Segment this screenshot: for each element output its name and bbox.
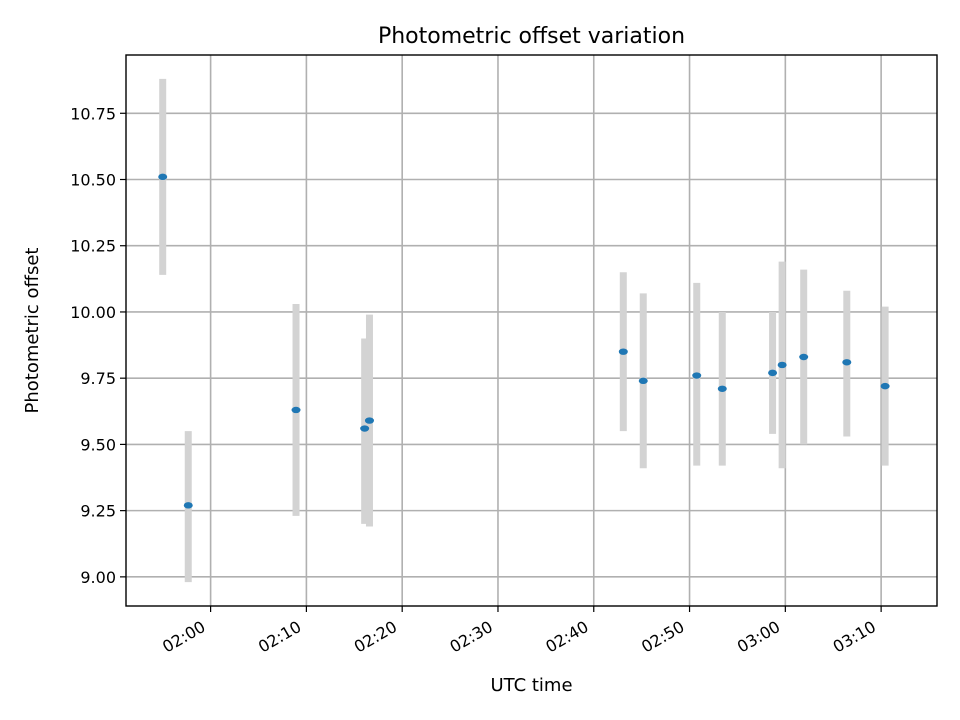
data-point [360,425,370,432]
data-point [183,502,193,509]
data-point [768,369,778,377]
data-point [777,361,787,369]
data-point [842,359,852,366]
x-axis-label: UTC time [490,675,572,696]
data-point [638,377,648,385]
y-tick-label: 9.50 [80,435,116,454]
y-tick-label: 9.00 [80,568,116,587]
y-tick-label: 9.75 [80,369,116,388]
y-tick-label: 10.75 [70,104,116,123]
data-points [158,173,890,509]
data-point [618,348,628,355]
plot-frame [125,54,938,607]
y-tick-label: 9.25 [80,502,116,521]
y-axis-label: Photometric offset [22,248,43,414]
data-point [692,372,702,379]
chart-title: Photometric offset variation [378,24,685,49]
data-point [717,385,727,392]
data-point [880,382,890,390]
y-tick-label: 10.50 [70,171,116,190]
data-point [158,173,168,181]
data-point [291,406,301,414]
data-point [364,417,374,424]
y-tick-label: 10.00 [70,303,116,322]
data-point [799,353,809,361]
y-tick-label: 10.25 [70,237,116,256]
